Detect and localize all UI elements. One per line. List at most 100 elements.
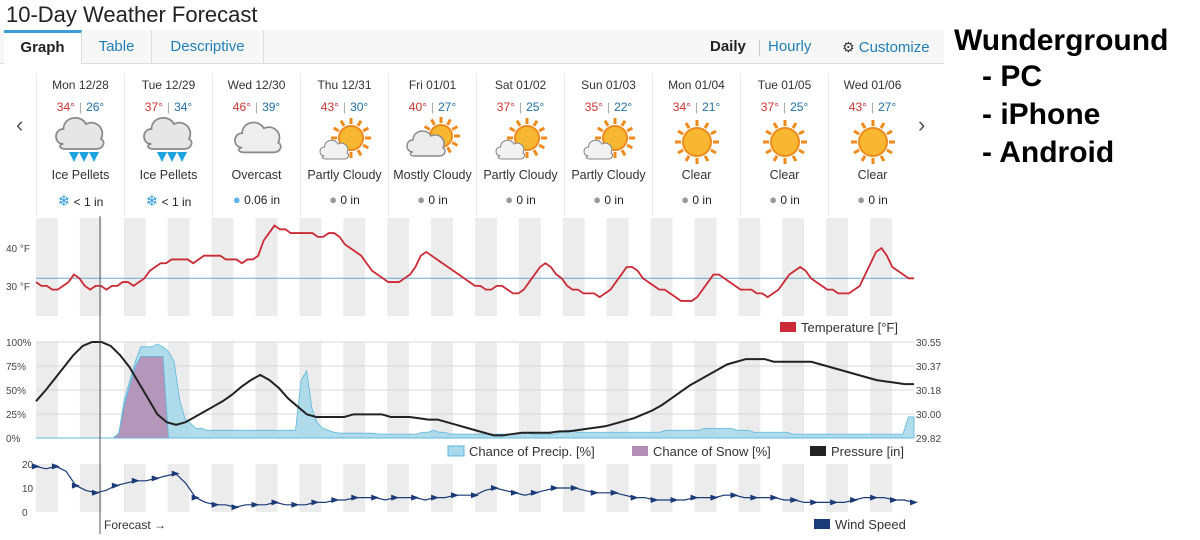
night-band <box>365 464 388 512</box>
night-band <box>760 218 783 316</box>
prev-arrow-icon[interactable]: ‹ <box>16 112 24 137</box>
wind-arrow <box>351 494 360 501</box>
night-band <box>233 218 256 316</box>
night-band <box>189 218 212 316</box>
temp-divider: | <box>606 100 611 114</box>
gear-icon: ⚙ <box>842 39 855 55</box>
day-date: Wed 12/30 <box>227 78 286 92</box>
temp-tick-30: 30 °F <box>6 282 30 293</box>
clear-icon <box>741 116 828 168</box>
day-temps: 34° | 26° <box>37 100 124 116</box>
temp-divider: | <box>430 100 435 114</box>
day-card[interactable]: Tue 12/29 37° | 34° Ice Pellets ❄ < 1 in <box>124 74 212 216</box>
wind-legend: Wind Speed <box>835 517 906 532</box>
wind-arrow <box>391 494 400 501</box>
night-band <box>409 464 432 512</box>
wind-arrow <box>790 497 799 503</box>
night-band <box>716 218 739 316</box>
day-card[interactable]: Tue 01/05 37° | 25° Clear ● 0 in <box>740 74 828 216</box>
wind-arrow <box>471 492 479 499</box>
day-card[interactable]: Fri 01/01 40° | 27° Mostly Cloudy ● 0 in <box>388 74 476 216</box>
day-date: Mon 12/28 <box>52 78 109 92</box>
wind-arrow <box>71 482 80 489</box>
raindrop-icon: ● <box>857 192 866 207</box>
wind-arrow <box>690 494 699 501</box>
wind-arrow <box>890 497 899 503</box>
toggle-divider <box>759 40 760 56</box>
platform-item-android: - Android <box>982 136 1115 169</box>
precip-amount: < 1 in <box>73 195 104 209</box>
night-band <box>848 464 871 512</box>
wind-arrow <box>291 501 300 508</box>
daily-toggle[interactable]: Daily <box>710 38 746 55</box>
precip-tick: 75% <box>6 362 26 373</box>
day-card[interactable]: Mon 01/04 34° | 21° Clear ● 0 in <box>652 74 740 216</box>
day-temps: 35° | 22° <box>565 100 652 116</box>
tab-descriptive[interactable]: Descriptive <box>152 30 264 64</box>
wind-arrow <box>590 489 599 496</box>
day-card[interactable]: Thu 12/31 43° | 30° Partly Cloudy ● 0 in <box>300 74 388 216</box>
wind-arrow <box>211 501 220 508</box>
day-card[interactable]: Wed 01/06 43° | 27° Clear ● 0 in <box>828 74 916 216</box>
pressure-line <box>35 341 914 437</box>
temp-divider: | <box>342 100 347 114</box>
wind-arrow <box>311 499 320 506</box>
day-condition: Clear <box>857 168 888 182</box>
wind-arrow <box>271 499 280 506</box>
day-card[interactable]: Wed 12/30 46° | 39° Overcast ● 0.06 in <box>212 74 300 216</box>
ice-pellets-icon <box>125 116 212 168</box>
high-temp: 43° <box>320 100 339 114</box>
clear-icon <box>829 116 916 168</box>
low-temp: 25° <box>526 100 545 114</box>
wind-arrow <box>810 499 819 506</box>
night-band <box>804 464 827 512</box>
day-precip: ● 0.06 in <box>213 192 300 208</box>
forecast-label: Forecast → <box>104 518 166 532</box>
wind-arrow <box>451 492 460 499</box>
hourly-toggle[interactable]: Hourly <box>768 38 812 55</box>
daily-forecast-strip: Mon 12/28 34° | 26° Ice Pellets ❄ < 1 in Tue 1… <box>36 74 914 216</box>
temperature-legend: Temperature [°F] <box>801 320 898 335</box>
day-precip: ● 0 in <box>389 192 476 208</box>
next-arrow-icon[interactable]: › <box>918 112 926 137</box>
night-band <box>255 218 278 316</box>
day-date: Tue 01/05 <box>757 78 812 92</box>
night-band <box>343 218 366 316</box>
day-card[interactable]: Sat 01/02 37° | 25° Partly Cloudy ● 0 in <box>476 74 564 216</box>
wind-arrow <box>530 489 539 496</box>
night-band <box>606 218 629 316</box>
temp-divider: | <box>870 100 875 114</box>
platform-heading: Wunderground <box>954 24 1169 57</box>
night-band <box>211 464 234 512</box>
precip-amount: 0 in <box>428 193 448 207</box>
wind-arrow <box>710 494 719 501</box>
wind-arrow <box>371 494 380 501</box>
pressure-tick: 30.00 <box>916 410 941 421</box>
night-band <box>57 464 80 512</box>
tab-graph[interactable]: Graph <box>4 30 82 64</box>
wind-arrow <box>550 485 559 491</box>
day-precip: ● 0 in <box>741 192 828 208</box>
partly-cloudy-icon <box>301 116 388 168</box>
raindrop-icon: ● <box>232 192 241 207</box>
tab-table[interactable]: Table <box>82 30 152 64</box>
night-band <box>387 464 410 512</box>
temperature-line <box>35 224 914 302</box>
day-date: Tue 12/29 <box>141 78 196 92</box>
precip-tick: 50% <box>6 386 26 397</box>
precip-legend-swatch <box>447 445 465 457</box>
night-band <box>496 464 519 512</box>
day-card[interactable]: Mon 12/28 34° | 26° Ice Pellets ❄ < 1 in <box>36 74 124 216</box>
high-temp: 37° <box>144 100 163 114</box>
customize-button[interactable]: ⚙ Customize <box>842 30 930 64</box>
night-band <box>804 218 827 316</box>
forecast-charts: 40 °F 30 °F Temperature [°F] 0% 29.82 25% 30.0… <box>6 216 941 534</box>
night-band <box>738 218 761 316</box>
night-band <box>79 464 102 512</box>
pressure-legend-swatch <box>810 446 826 456</box>
wind-arrow <box>111 482 120 489</box>
day-card[interactable]: Sun 01/03 35° | 22° Partly Cloudy ● 0 in <box>564 74 652 216</box>
wind-arrow <box>870 494 879 501</box>
ice-pellets-icon <box>37 116 124 168</box>
wind-arrow <box>570 485 579 491</box>
